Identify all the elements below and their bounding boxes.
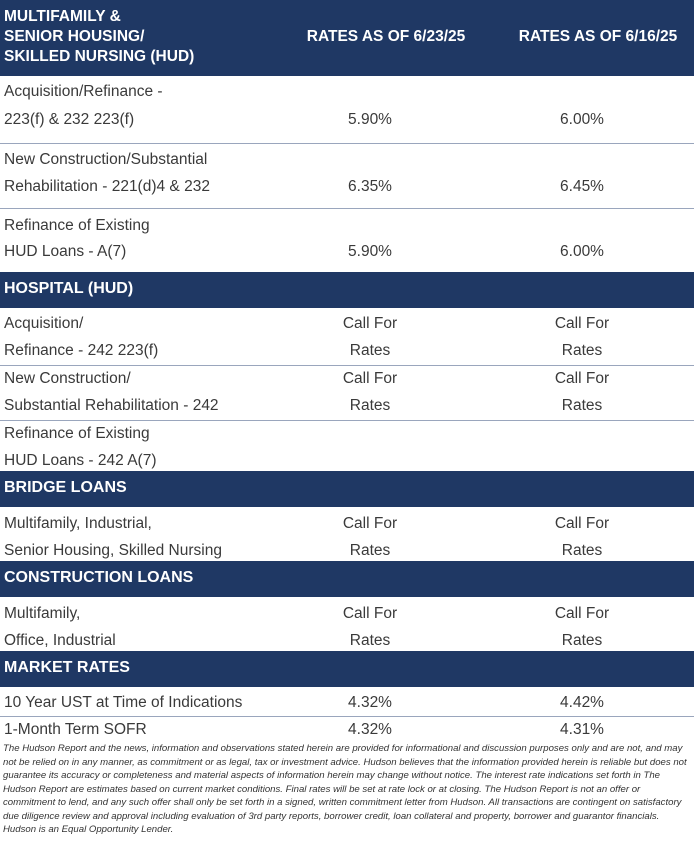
rate-current: Rates xyxy=(349,342,391,359)
section-header-bridge-loans: BRIDGE LOANS xyxy=(0,471,694,507)
row-divider xyxy=(0,420,694,421)
rate-current: Rates xyxy=(349,542,391,559)
rate-previous: Rates xyxy=(561,397,603,414)
rate-current: Call For xyxy=(342,605,398,622)
disclaimer: The Hudson Report and the news, informat… xyxy=(3,743,687,835)
section-title: CONSTRUCTION LOANS xyxy=(4,569,194,586)
header-current-rates: RATES AS OF 6/23/25 xyxy=(306,28,466,45)
row-label-line2: Rehabilitation - 221(d)4 & 232 xyxy=(4,178,210,195)
row-label-line2: HUD Loans - A(7) xyxy=(4,243,127,260)
section-title: HOSPITAL (HUD) xyxy=(4,280,134,297)
rate-current: 5.90% xyxy=(348,243,392,260)
rate-previous: Rates xyxy=(561,342,603,359)
row-label-line1: Acquisition/ xyxy=(4,315,84,332)
rate-previous: Rates xyxy=(561,632,603,649)
rate-previous: 4.31% xyxy=(560,721,604,738)
rate-current: Call For xyxy=(342,370,398,387)
rate-current: Call For xyxy=(342,515,398,532)
row-label-line2: Office, Industrial xyxy=(4,632,116,649)
header-category-line2: SENIOR HOUSING/ xyxy=(4,28,145,45)
section-header-hospital: HOSPITAL (HUD) xyxy=(0,272,694,308)
section-header-market-rates: MARKET RATES xyxy=(0,651,694,687)
row-divider xyxy=(0,716,694,717)
rate-previous: Call For xyxy=(554,605,610,622)
row-label-line1: Multifamily, Industrial, xyxy=(4,515,152,532)
rate-current: Rates xyxy=(349,397,391,414)
rate-previous: Rates xyxy=(561,542,603,559)
header-category: MULTIFAMILY & SENIOR HOUSING/ SKILLED NU… xyxy=(4,7,194,67)
row-label-line1: Acquisition/Refinance - xyxy=(4,83,163,100)
rate-previous: 4.42% xyxy=(560,694,604,711)
row-divider xyxy=(0,365,694,366)
table-header: MULTIFAMILY & SENIOR HOUSING/ SKILLED NU… xyxy=(0,0,694,76)
row-label-line1: New Construction/Substantial xyxy=(4,151,208,168)
rate-previous: 6.00% xyxy=(560,111,604,128)
row-divider xyxy=(0,208,694,209)
row-label-line2: 223(f) & 232 223(f) xyxy=(4,111,135,128)
rate-current: Call For xyxy=(342,315,398,332)
rate-previous: 6.00% xyxy=(560,243,604,260)
section-header-construction-loans: CONSTRUCTION LOANS xyxy=(0,561,694,597)
row-label-line1: New Construction/ xyxy=(4,370,131,387)
row-label-line1: Refinance of Existing xyxy=(4,425,150,442)
header-category-line3: SKILLED NURSING (HUD) xyxy=(4,48,195,65)
rate-previous: Call For xyxy=(554,370,610,387)
rate-previous: Call For xyxy=(554,315,610,332)
rate-current: 4.32% xyxy=(348,694,392,711)
header-category-line1: MULTIFAMILY & xyxy=(4,8,121,25)
row-label: 1-Month Term SOFR xyxy=(4,721,147,738)
section-title: MARKET RATES xyxy=(4,659,130,676)
row-label-line2: Substantial Rehabilitation - 242 xyxy=(4,397,219,414)
row-label-line2: Senior Housing, Skilled Nursing xyxy=(4,542,222,559)
row-label: 10 Year UST at Time of Indications xyxy=(4,694,243,711)
rate-current: 4.32% xyxy=(348,721,392,738)
rate-previous: Call For xyxy=(554,515,610,532)
rate-current: Rates xyxy=(349,632,391,649)
rate-current: 5.90% xyxy=(348,111,392,128)
row-divider xyxy=(0,143,694,144)
section-title: BRIDGE LOANS xyxy=(4,479,127,496)
row-label-line1: Refinance of Existing xyxy=(4,217,150,234)
rate-current: 6.35% xyxy=(348,178,392,195)
rate-previous: 6.45% xyxy=(560,178,604,195)
row-label-line2: Refinance - 242 223(f) xyxy=(4,342,159,359)
row-label-line2: HUD Loans - 242 A(7) xyxy=(4,452,157,469)
header-previous-rates: RATES AS OF 6/16/25 xyxy=(518,28,678,45)
row-label-line1: Multifamily, xyxy=(4,605,81,622)
